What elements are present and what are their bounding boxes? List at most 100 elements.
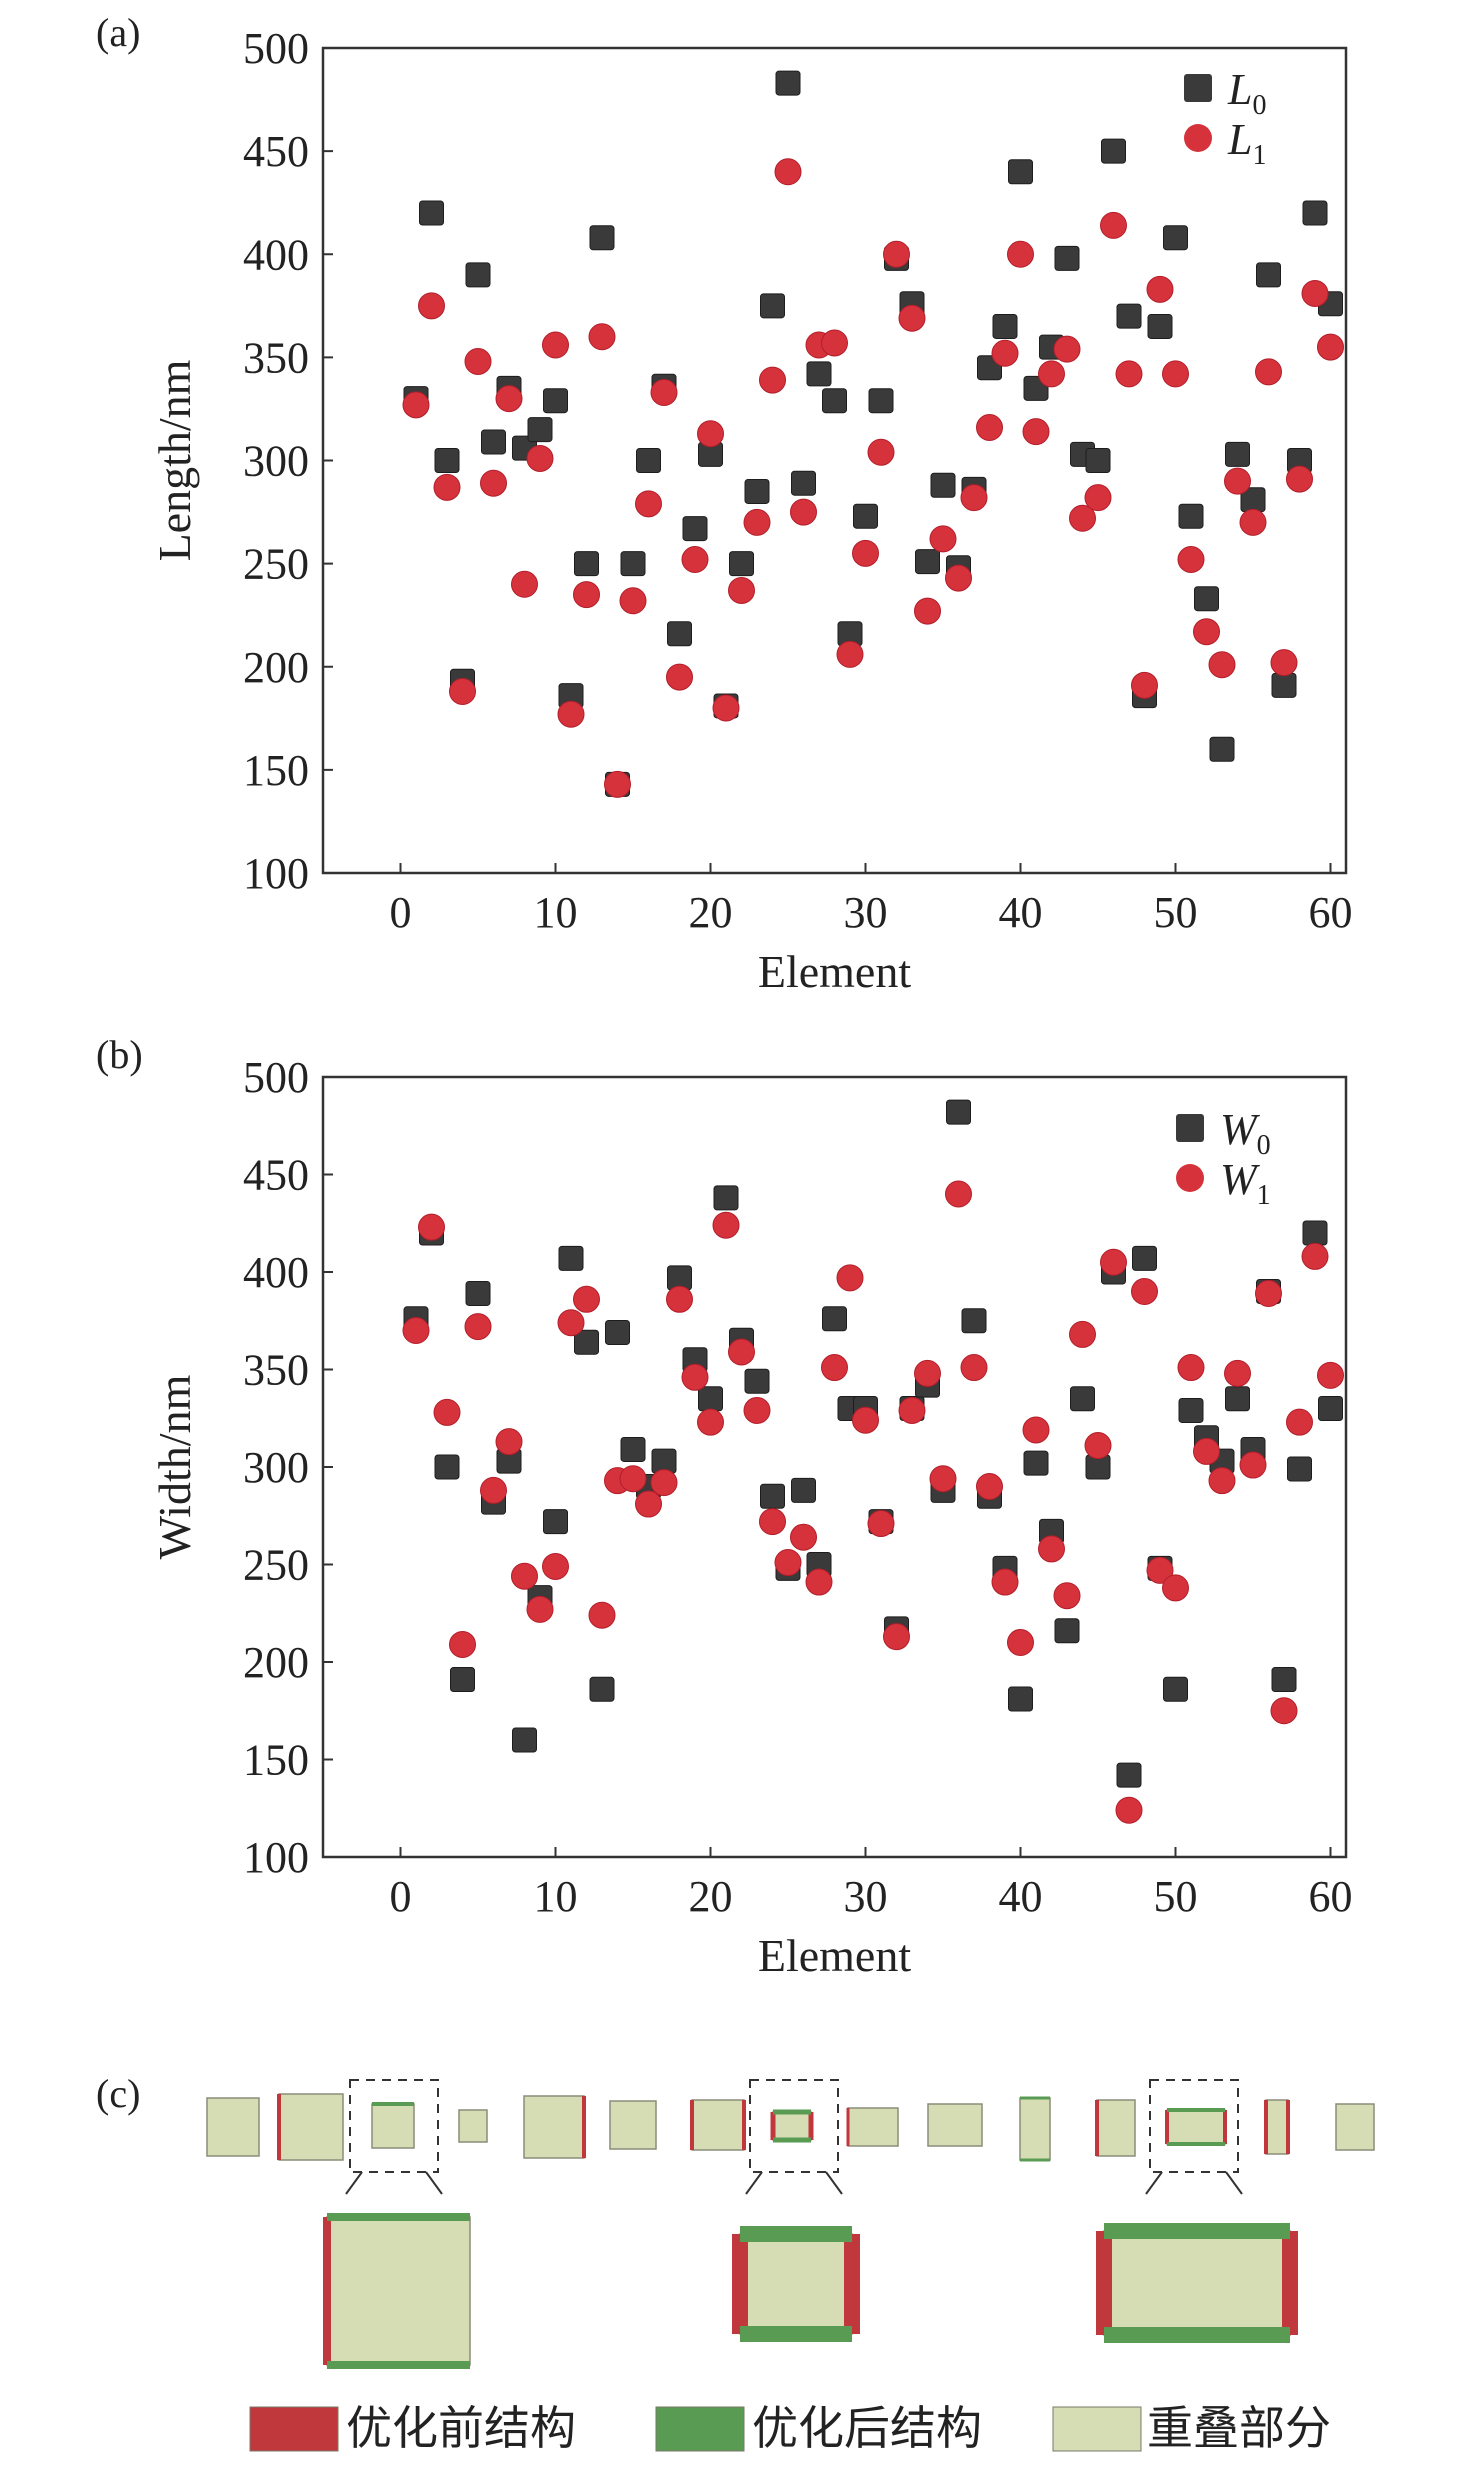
data-point-L1 [945, 564, 972, 592]
x-tick-label: 10 [534, 888, 578, 937]
data-point-W1 [511, 1562, 538, 1590]
zoom-connector [1145, 2171, 1163, 2195]
data-point-W0 [543, 1509, 568, 1535]
data-point-L1 [542, 331, 569, 359]
before-edge [770, 2112, 776, 2140]
data-point-L0 [853, 503, 878, 529]
data-point-L0 [791, 470, 816, 496]
overlap-region [523, 2095, 585, 2159]
data-point-W1 [1224, 1359, 1251, 1387]
data-point-W1 [836, 1264, 864, 1292]
element-cell [371, 2102, 415, 2149]
data-point-W1 [960, 1354, 988, 1382]
data-point-L0 [1194, 586, 1219, 612]
data-point-W1 [480, 1476, 507, 1504]
data-point-W0 [558, 1245, 584, 1271]
data-point-W0 [589, 1676, 615, 1702]
data-point-W0 [512, 1727, 537, 1753]
x-tick-label: 0 [390, 888, 412, 937]
data-point-L0 [682, 516, 708, 542]
legend-marker-square [1176, 1114, 1204, 1142]
y-tick-label: 500 [243, 24, 309, 73]
data-point-L0 [822, 388, 847, 414]
overlap-region [326, 2216, 471, 2366]
before-edge [277, 2094, 281, 2160]
legend-subscript: 0 [1252, 90, 1266, 121]
zoom-connector [345, 2171, 363, 2195]
data-point-L1 [588, 323, 616, 351]
data-point-W1 [743, 1396, 771, 1424]
data-point-W0 [1287, 1456, 1312, 1482]
x-tick-label: 50 [1154, 888, 1198, 937]
data-point-W0 [605, 1319, 630, 1345]
data-point-L1 [449, 678, 476, 705]
data-point-L0 [1256, 262, 1281, 288]
after-edge [372, 2102, 414, 2106]
data-point-W0 [1023, 1450, 1049, 1476]
y-tick-label: 350 [243, 1346, 309, 1395]
y-axis-label: Length/nm [149, 359, 200, 561]
data-point-L0 [620, 551, 646, 577]
data-point-L0 [744, 478, 770, 504]
data-point-L1 [929, 525, 957, 553]
before-edge [323, 2217, 331, 2365]
element-cell [458, 2109, 488, 2143]
element-cell [323, 2213, 471, 2369]
data-point-W1 [1317, 1361, 1344, 1389]
y-tick-label: 300 [243, 437, 309, 486]
data-point-W1 [805, 1568, 833, 1596]
data-point-L1 [1317, 333, 1344, 361]
after-edge [1167, 2142, 1225, 2146]
data-point-L1 [526, 444, 554, 472]
legend-symbol: L [1227, 65, 1252, 114]
data-point-L1 [402, 391, 430, 419]
y-tick-label: 250 [243, 1541, 309, 1590]
data-point-L1 [728, 576, 755, 604]
after-edge [773, 2137, 811, 2143]
series-W1 [402, 1180, 1344, 1824]
data-point-W0 [1132, 1245, 1157, 1271]
data-point-L1 [774, 158, 802, 186]
overlap-region [1335, 2103, 1375, 2151]
data-point-W1 [914, 1359, 941, 1387]
data-point-W1 [929, 1465, 957, 1493]
y-tick-label: 150 [243, 746, 309, 795]
data-point-L0 [574, 551, 599, 577]
zoom-box [349, 2079, 439, 2173]
data-point-W0 [1302, 1220, 1328, 1246]
legend-subscript: 1 [1257, 1180, 1271, 1211]
data-point-W1 [1146, 1556, 1174, 1584]
data-point-L0 [1271, 672, 1297, 698]
data-point-W0 [698, 1386, 723, 1412]
zoom-connector [825, 2171, 843, 2195]
x-tick-label: 30 [844, 1872, 888, 1921]
data-point-L1 [991, 339, 1019, 367]
x-axis-label: Element [758, 946, 911, 997]
data-point-L1 [1239, 508, 1267, 536]
data-point-L0 [543, 388, 568, 414]
zoom-connector [745, 2171, 763, 2195]
data-point-W0 [620, 1436, 646, 1462]
overlap-region [1096, 2099, 1136, 2157]
data-point-L1 [976, 414, 1003, 441]
before-edge [1286, 2100, 1290, 2154]
data-point-W0 [434, 1454, 460, 1480]
after-edge [740, 2226, 852, 2242]
data-point-L0 [806, 361, 832, 387]
data-point-L1 [495, 385, 523, 413]
data-point-W0 [1008, 1686, 1033, 1712]
y-tick-label: 450 [243, 127, 309, 176]
data-point-W1 [898, 1396, 926, 1424]
data-point-L1 [1007, 240, 1034, 268]
after-edge [773, 2109, 811, 2115]
data-point-W1 [681, 1363, 709, 1391]
legend-symbol: W [1220, 1155, 1260, 1204]
data-point-W1 [1239, 1451, 1267, 1479]
y-tick-label: 100 [243, 849, 309, 898]
overlap-region [371, 2103, 415, 2149]
series-L1 [402, 158, 1344, 798]
data-point-W1 [1007, 1629, 1034, 1656]
data-point-W1 [1053, 1582, 1081, 1610]
